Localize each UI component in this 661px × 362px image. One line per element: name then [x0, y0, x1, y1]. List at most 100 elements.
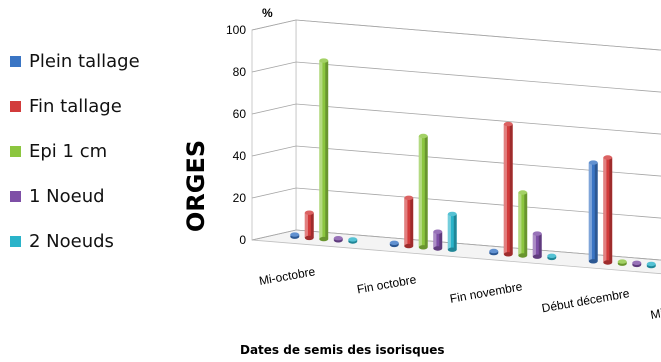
bar-base	[588, 259, 598, 264]
y-tick-label: 80	[233, 65, 247, 79]
bar	[632, 260, 642, 268]
bar-top	[418, 133, 428, 139]
bar-top	[532, 231, 542, 236]
bar-top	[433, 229, 443, 234]
gridline	[251, 229, 661, 261]
gridline	[251, 19, 661, 51]
legend-item: 2 Noeuds	[10, 230, 140, 252]
bar-body	[418, 136, 428, 248]
legend-item: 1 Noeud	[10, 185, 140, 207]
bar-top	[518, 190, 528, 195]
gridline	[251, 187, 661, 219]
x-tick-label: Mi-décembre	[649, 296, 661, 322]
bar	[617, 259, 627, 266]
bar-shade	[524, 192, 528, 256]
legend-swatch	[10, 145, 21, 157]
bar-shade	[538, 233, 542, 257]
bar-highlight	[418, 136, 422, 248]
bar-top	[603, 155, 613, 160]
y-unit-label: %	[262, 6, 273, 20]
bar-top	[547, 253, 557, 258]
bar-shade	[310, 212, 314, 238]
legend-swatch	[10, 235, 21, 247]
bar-top	[503, 121, 513, 127]
bar-highlight	[404, 197, 408, 247]
legend-label: Fin tallage	[29, 95, 122, 117]
bar-highlight	[433, 231, 437, 249]
y-tick-label: 20	[233, 191, 247, 205]
bar	[518, 190, 528, 258]
legend-swatch	[10, 190, 21, 202]
legend-label: Epi 1 cm	[29, 140, 108, 162]
x-tick-label: Mi-octobre	[258, 264, 317, 288]
bar-highlight	[518, 192, 522, 256]
bar	[290, 232, 300, 239]
gridline	[251, 61, 661, 93]
bar-shade	[453, 213, 457, 250]
legend-swatch	[10, 55, 21, 67]
side-wall	[251, 19, 297, 241]
bar	[418, 133, 428, 250]
bar	[333, 235, 343, 243]
y-tick-label: 0	[239, 233, 246, 247]
bar-body	[404, 197, 414, 247]
x-tick-label: Fin octobre	[356, 272, 418, 296]
bar-base	[404, 243, 414, 249]
bar	[489, 248, 499, 256]
bar-shade	[594, 162, 598, 262]
bar-body	[319, 60, 329, 240]
bar-base	[418, 245, 428, 250]
legend-item: Fin tallage	[10, 95, 140, 117]
x-axis-title: Dates de semis des isorisques	[240, 343, 445, 357]
bar-shade	[609, 157, 613, 263]
x-tick-label: Début décembre	[541, 286, 631, 315]
x-tick-label: Fin novembre	[449, 279, 524, 306]
bar	[389, 240, 399, 248]
legend: Plein tallage Fin tallage Epi 1 cm 1 Noeud 2…	[10, 50, 140, 275]
bar-base	[503, 252, 513, 257]
bar	[588, 160, 598, 264]
bar-base	[532, 254, 542, 259]
bar-top	[489, 248, 499, 254]
bar-body	[503, 124, 513, 255]
bar-top	[447, 211, 457, 217]
bar-top	[617, 259, 627, 264]
bar-body	[588, 162, 598, 262]
bar-shade	[325, 60, 329, 240]
y-tick-label: 100	[226, 23, 246, 37]
bar	[646, 261, 656, 269]
bar	[532, 231, 542, 259]
bar-body	[603, 157, 613, 263]
bar-top	[319, 58, 329, 63]
bar-highlight	[304, 212, 308, 238]
legend-item: Epi 1 cm	[10, 140, 140, 162]
bar-top	[304, 210, 314, 215]
bar-top	[646, 261, 656, 267]
bar	[319, 58, 329, 242]
bar-highlight	[588, 162, 592, 262]
bar	[503, 121, 513, 257]
bar-top	[588, 160, 598, 165]
bar-shade	[439, 231, 443, 249]
bar-base	[433, 246, 443, 251]
bar-body	[447, 213, 457, 250]
bar-body	[304, 212, 314, 238]
legend-label: Plein tallage	[29, 50, 140, 72]
legend-swatch	[10, 100, 21, 112]
bar-body	[518, 192, 528, 256]
bar-highlight	[503, 124, 507, 255]
bar	[304, 210, 314, 241]
bar	[447, 211, 457, 252]
bar-top	[404, 195, 414, 201]
legend-label: 2 Noeuds	[29, 230, 114, 252]
bar-top	[290, 232, 300, 237]
bar-shade	[424, 136, 428, 248]
bar-top	[333, 235, 343, 241]
bar-base	[304, 235, 314, 241]
bar-base	[603, 260, 613, 265]
bar-highlight	[447, 213, 451, 250]
bar	[603, 155, 613, 265]
bar	[433, 229, 443, 251]
bar-shade	[509, 124, 513, 255]
